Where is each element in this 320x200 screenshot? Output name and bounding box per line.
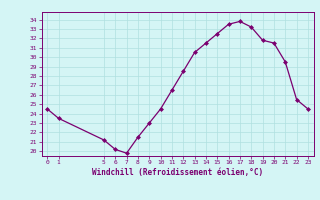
X-axis label: Windchill (Refroidissement éolien,°C): Windchill (Refroidissement éolien,°C): [92, 168, 263, 177]
